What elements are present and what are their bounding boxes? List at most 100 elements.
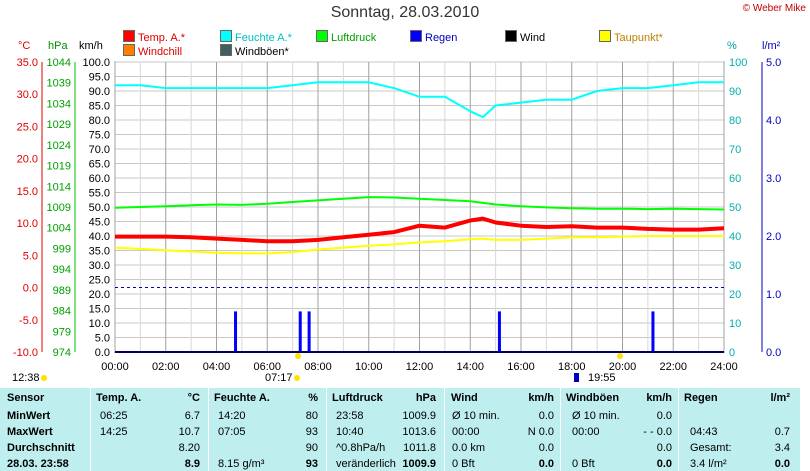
temp-tick-label: 0.0 [23, 283, 38, 295]
wind-tick-label: 35.0 [89, 246, 110, 258]
sunrise-time-label: 07:17 [265, 372, 293, 384]
wind-tick-label: 0.0 [95, 347, 110, 359]
legend-swatch [220, 44, 232, 56]
row-label: 28.03. 23:58 [7, 458, 69, 470]
legend-item: Feuchte A.* [220, 30, 292, 44]
pressure-unit: hPa [48, 40, 68, 52]
temp-time: 14:25 [100, 426, 128, 438]
sunrise-icon [294, 375, 300, 381]
legend-swatch [410, 30, 422, 42]
rain-desc: 3.4 l/m² [690, 458, 727, 470]
wind-tick-label: 70.0 [89, 144, 110, 156]
humidity-tick-label: 60 [729, 173, 741, 185]
rain-tick-label: 2.0 [766, 231, 781, 243]
x-tick-label: 16:00 [507, 361, 535, 373]
legend-item: Wind [505, 30, 545, 44]
legend-label: Wind [520, 32, 546, 44]
sunset-marker [574, 373, 579, 382]
rain-bar [651, 311, 655, 352]
rain-value: 0.7 [774, 426, 790, 438]
wind-tick-label: 30.0 [89, 260, 110, 272]
pressure-tick-label: 1039 [47, 78, 71, 90]
legend-label: Taupunkt* [614, 32, 663, 44]
row-label: MaxWert [7, 426, 53, 438]
wind-tick-label: 80.0 [89, 115, 110, 127]
x-tick-label: 20:00 [609, 361, 637, 373]
gust-desc: Ø 10 min. [572, 410, 620, 422]
pressure-tick-label: 979 [53, 326, 71, 338]
series-taupunkt-line [114, 235, 724, 255]
legend-item: Windchill [123, 44, 182, 58]
column-divider [208, 388, 209, 471]
pressure-time: 23:58 [336, 410, 364, 422]
gust-desc: 00:00 [572, 426, 600, 438]
rain-tick-label: 4.0 [766, 115, 781, 127]
x-tick-label: 02:00 [152, 361, 180, 373]
pressure-tick-label: 1009 [47, 202, 71, 214]
humidity-time: 8.15 g/m³ [218, 458, 265, 470]
legend-swatch [123, 30, 135, 42]
table-header: hPa [415, 392, 436, 404]
rain-desc: 04:43 [690, 426, 718, 438]
wind-tick-label: 25.0 [89, 275, 110, 287]
row-label: Durchschnitt [7, 442, 75, 454]
column-divider [326, 388, 327, 471]
humidity-tick-label: 90 [729, 86, 741, 98]
humidity-tick-label: 30 [729, 260, 741, 272]
pressure-value: 1013.6 [402, 426, 436, 438]
series-feuchtea-line [115, 81, 724, 119]
legend-label: Luftdruck [331, 32, 377, 44]
copyright-label[interactable]: © Weber Mike [742, 3, 806, 14]
gust-value: 0.0 [656, 442, 672, 454]
rain-tick-label: 5.0 [766, 57, 781, 69]
x-tick-label: 04:00 [203, 361, 231, 373]
table-header: °C [187, 392, 200, 404]
humidity-value: 90 [305, 442, 318, 454]
table-header: Temp. A. [96, 392, 142, 404]
rain-tick-label: 0.0 [766, 347, 781, 359]
temp-value: 8.20 [178, 442, 200, 454]
temp-tick-label: 25.0 [17, 121, 38, 133]
sunset-time-label: 19:55 [588, 372, 616, 384]
table-header: km/h [528, 392, 554, 404]
x-tick-label: 08:00 [304, 361, 332, 373]
legend-item: Taupunkt* [599, 30, 663, 44]
table-header: % [308, 392, 318, 404]
humidity-tick-label: 20 [729, 289, 741, 301]
table-header: Wind [451, 392, 478, 404]
temp-unit: °C [18, 40, 31, 52]
wind-tick-label: 85.0 [89, 101, 110, 113]
rain-tick-label: 3.0 [766, 173, 781, 185]
wind-value: N 0.0 [527, 426, 554, 438]
x-tick-label: 22:00 [659, 361, 687, 373]
column-divider [560, 388, 561, 471]
pressure-tick-label: 984 [53, 306, 71, 318]
wind-tick-label: 10.0 [89, 318, 110, 330]
pressure-tick-label: 1024 [47, 140, 71, 152]
temp-value: 6.7 [184, 410, 200, 422]
rain-value: 0.0 [774, 458, 790, 470]
column-divider [90, 388, 91, 471]
temp-tick-label: 15.0 [17, 186, 38, 198]
temp-time: 06:25 [100, 410, 128, 422]
legend-label: Feuchte A.* [235, 32, 292, 44]
pressure-tick-label: 989 [53, 285, 71, 297]
legend-swatch [599, 30, 611, 42]
table-header: km/h [646, 392, 672, 404]
wind-desc: 0.0 km [452, 442, 486, 454]
humidity-tick-label: 50 [729, 202, 741, 214]
legend-swatch [123, 44, 135, 56]
x-tick-label: 10:00 [355, 361, 383, 373]
pressure-value: 1009.9 [402, 458, 436, 470]
wind-value: 0.0 [538, 410, 554, 422]
gust-value: 0.0 [656, 458, 672, 470]
humidity-value: 93 [305, 426, 318, 438]
humidity-time: 14:20 [218, 410, 246, 422]
sun-icon [295, 353, 301, 359]
wind-desc: Ø 10 min. [452, 410, 500, 422]
weather-chart: 35.0 30.0 25.0 20.0 15.0 10.0 5.0 0.0 -5.0 -10.0 1… [12, 57, 781, 384]
temp-tick-label: -5.0 [19, 315, 38, 327]
humidity-tick-label: 70 [729, 144, 741, 156]
table-header: l/m² [770, 392, 790, 404]
legend-swatch [505, 30, 517, 42]
